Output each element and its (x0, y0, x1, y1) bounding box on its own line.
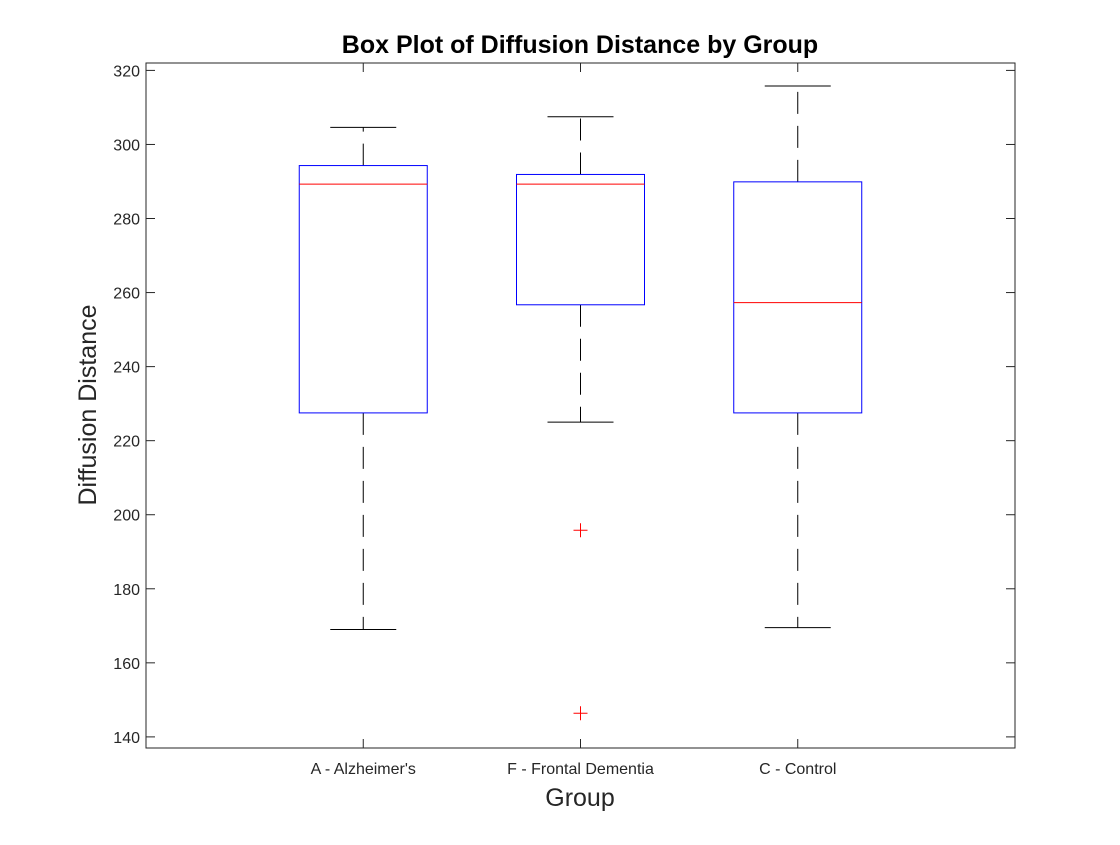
iqr-box (516, 173, 645, 306)
chart-title: Box Plot of Diffusion Distance by Group (342, 31, 818, 59)
y-tick-label: 240 (113, 360, 140, 377)
iqr-box (733, 181, 863, 414)
y-tick-label: 260 (113, 286, 140, 303)
plot-area: 140 160 180 200 220 240 260 280 300 320 A - Alzhei… (113, 62, 1016, 778)
y-axis-label: Diffusion Distance (74, 304, 102, 505)
y-tick-label: 180 (113, 582, 140, 599)
x-axis-label: Group (545, 784, 614, 812)
x-tick-label: C - Control (759, 761, 836, 778)
outlier-marker (573, 523, 588, 538)
x-tick-label: A - Alzheimer's (311, 761, 416, 778)
y-tick-label: 220 (113, 434, 140, 451)
y-tick-label: 200 (113, 508, 140, 525)
iqr-box (298, 165, 428, 414)
x-tick-label: F - Frontal Dementia (507, 761, 654, 778)
y-tick-label: 140 (113, 730, 140, 747)
y-tick-label: 300 (113, 137, 140, 154)
y-tick-label: 160 (113, 656, 140, 673)
outlier-marker (573, 706, 588, 721)
y-tick-label: 280 (113, 212, 140, 229)
y-tick-label: 320 (113, 63, 140, 80)
